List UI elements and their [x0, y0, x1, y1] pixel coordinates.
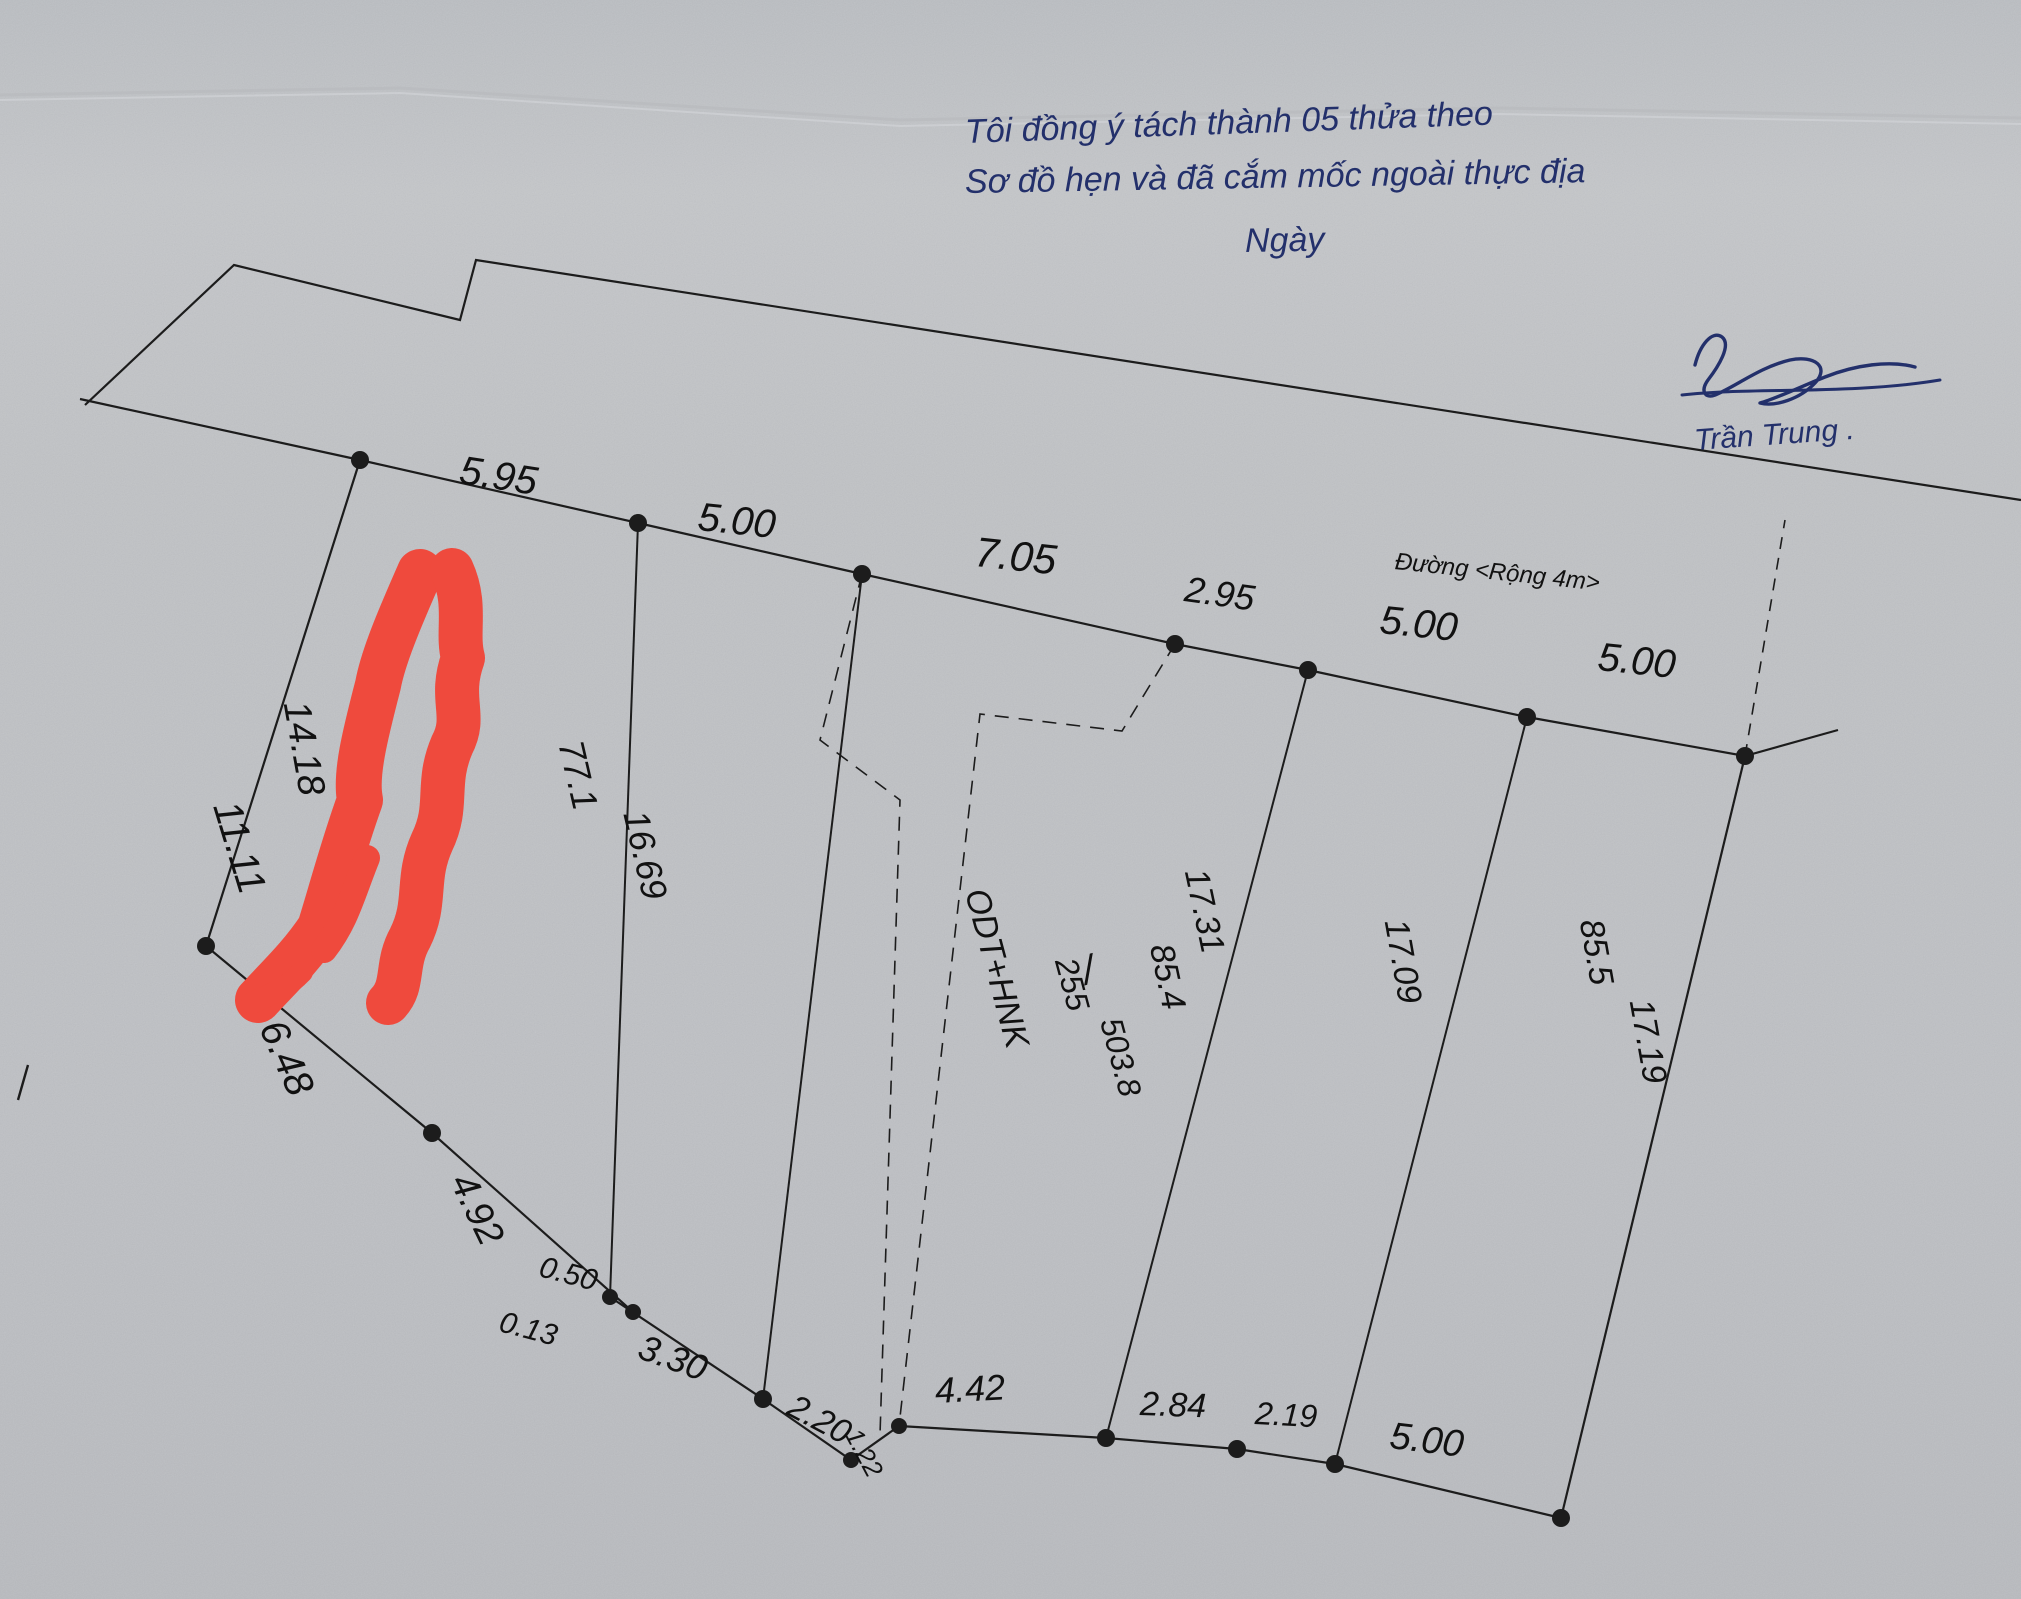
svg-text:Trần Trung .: Trần Trung .: [1693, 413, 1856, 457]
